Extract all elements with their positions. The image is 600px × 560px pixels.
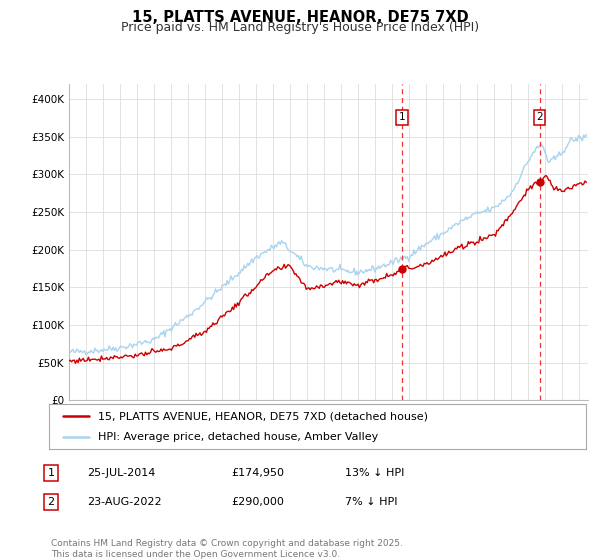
Text: 1: 1 <box>47 468 55 478</box>
Text: HPI: Average price, detached house, Amber Valley: HPI: Average price, detached house, Ambe… <box>98 432 378 442</box>
Text: 25-JUL-2014: 25-JUL-2014 <box>87 468 155 478</box>
Text: 2: 2 <box>536 112 543 122</box>
Text: 13% ↓ HPI: 13% ↓ HPI <box>345 468 404 478</box>
Text: 15, PLATTS AVENUE, HEANOR, DE75 7XD (detached house): 15, PLATTS AVENUE, HEANOR, DE75 7XD (det… <box>98 412 428 422</box>
Text: Price paid vs. HM Land Registry's House Price Index (HPI): Price paid vs. HM Land Registry's House … <box>121 21 479 34</box>
Text: 1: 1 <box>398 112 406 122</box>
Text: Contains HM Land Registry data © Crown copyright and database right 2025.
This d: Contains HM Land Registry data © Crown c… <box>51 539 403 559</box>
Text: £290,000: £290,000 <box>231 497 284 507</box>
Text: 15, PLATTS AVENUE, HEANOR, DE75 7XD: 15, PLATTS AVENUE, HEANOR, DE75 7XD <box>131 10 469 25</box>
Text: 2: 2 <box>47 497 55 507</box>
Text: £174,950: £174,950 <box>231 468 284 478</box>
Text: 7% ↓ HPI: 7% ↓ HPI <box>345 497 398 507</box>
Text: 23-AUG-2022: 23-AUG-2022 <box>87 497 161 507</box>
